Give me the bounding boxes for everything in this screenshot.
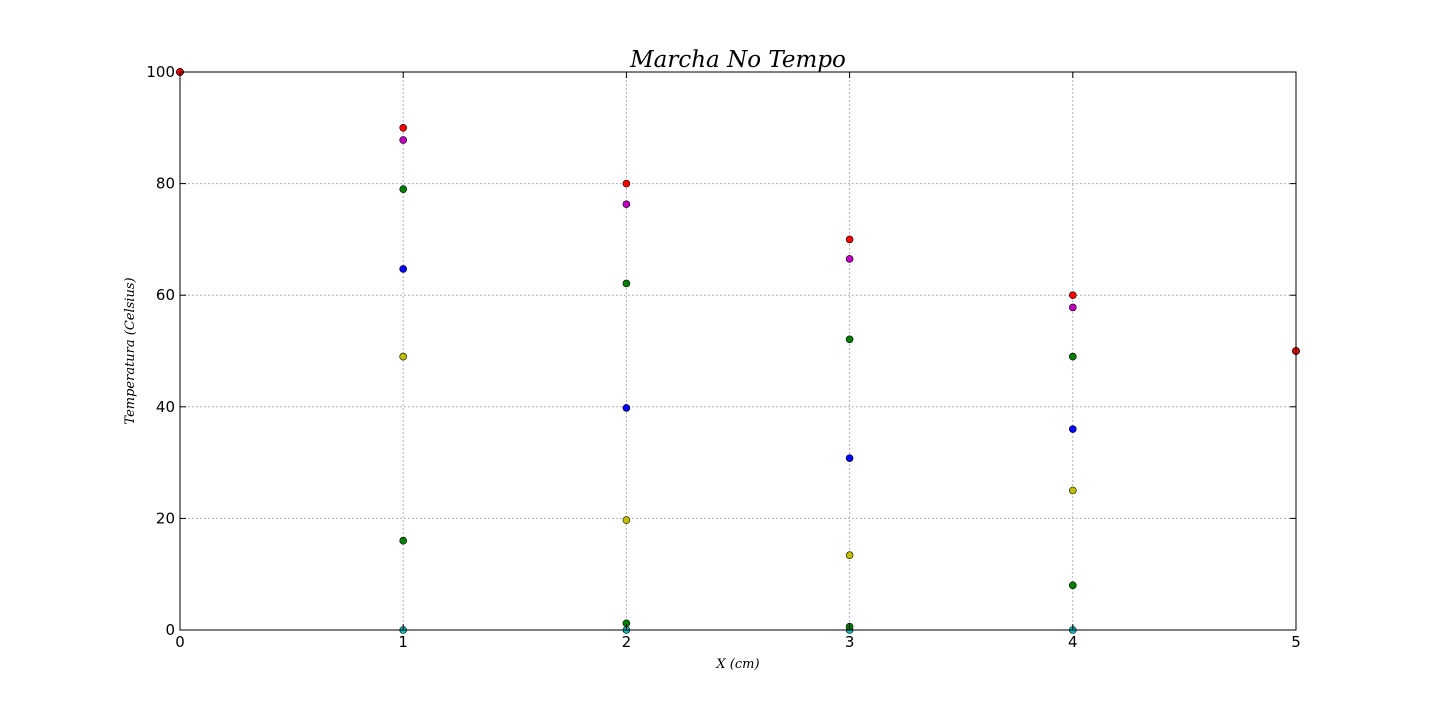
y-axis-label: Temperatura (Celsius) [123,277,138,424]
x-tick-label: 0 [175,633,185,651]
y-tick-label: 40 [156,398,175,416]
data-point [1069,486,1077,495]
data-point [845,255,854,263]
axis-ticks [179,71,1297,631]
data-point [622,179,631,188]
data-point [845,551,854,560]
data-point [845,335,854,344]
x-tick-label: 1 [398,633,408,651]
y-tick-label: 80 [156,175,175,193]
data-point [1069,352,1077,361]
y-tick-labels: 0 20 40 60 80 100 [146,63,175,639]
data-point [1069,581,1077,590]
grid-lines [180,72,1296,630]
data-point [845,454,854,462]
y-tick-label: 0 [165,621,175,639]
data-point [1069,291,1077,300]
data-point [1069,425,1077,433]
y-tick-label: 20 [156,509,175,527]
y-tick-label: 100 [146,63,175,81]
data-point [622,516,631,524]
data-point [622,404,631,412]
data-point [399,136,408,144]
data-point [622,279,631,288]
x-tick-label: 5 [1291,633,1301,651]
data-point [399,124,408,132]
data-point [399,352,408,361]
data-point [845,235,854,244]
x-tick-label: 3 [845,633,855,651]
chart-title: Marcha No Tempo [629,47,846,73]
data-point [1069,303,1077,312]
data-point [399,265,408,273]
plot-frame [179,71,1297,631]
x-tick-label: 4 [1068,633,1078,651]
x-tick-label: 2 [622,633,632,651]
data-point [399,185,408,193]
data-points [176,68,1300,634]
x-axis-label: X (cm) [715,657,759,672]
data-point [622,200,631,209]
y-tick-label: 60 [156,286,175,304]
data-point [399,536,408,545]
x-tick-labels: 0 1 2 3 4 5 [175,633,1301,651]
